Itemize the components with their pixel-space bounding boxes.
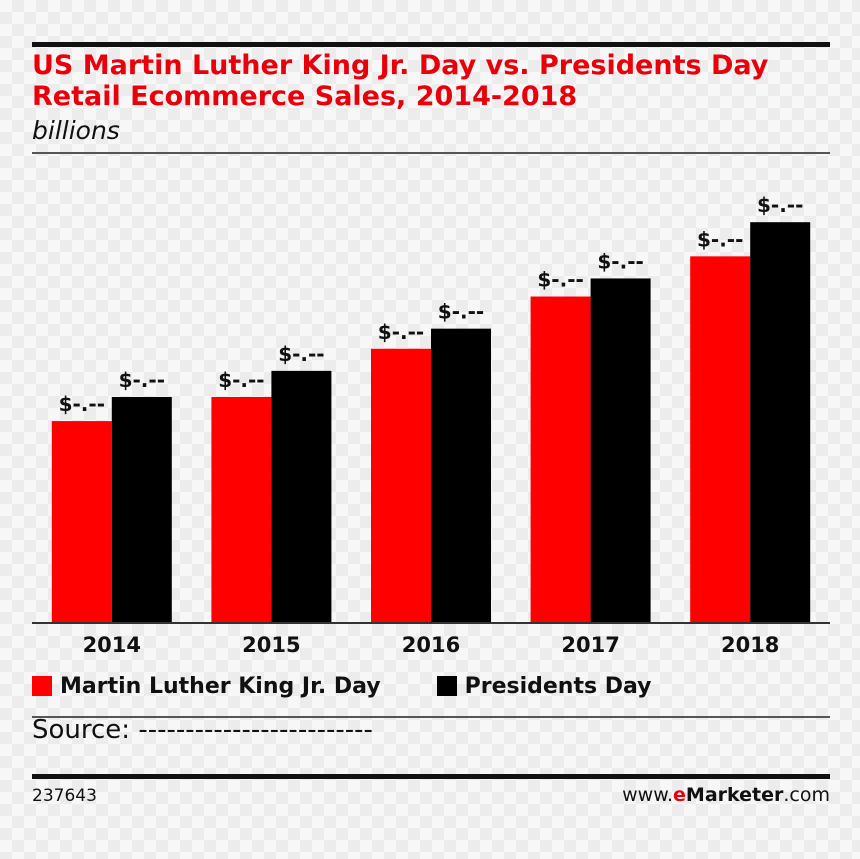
top-rule — [32, 42, 830, 47]
bar-presidents-2016 — [431, 328, 491, 622]
bar-mlk-2014 — [51, 421, 112, 622]
data-label-presidents-2018: $-.-- — [757, 193, 803, 217]
brand-e: e — [673, 784, 686, 806]
legend-item-mlk: Martin Luther King Jr. Day — [32, 674, 381, 699]
data-label-mlk-2018: $-.-- — [697, 227, 743, 251]
source-text: Source: ------------------------- — [32, 715, 373, 745]
brand-link[interactable]: www.eMarketer.com — [622, 784, 830, 806]
legend-label-presidents: Presidents Day — [464, 673, 652, 699]
x-tick-label-2018: 2018 — [721, 633, 779, 657]
data-label-presidents-2017: $-.-- — [597, 249, 643, 273]
data-label-mlk-2014: $-.-- — [59, 392, 105, 416]
brand-name: Marketer — [685, 784, 784, 806]
legend-label-mlk: Martin Luther King Jr. Day — [60, 673, 381, 699]
data-label-presidents-2016: $-.-- — [438, 300, 484, 324]
bar-presidents-2015 — [271, 370, 332, 622]
subtitle-rule — [32, 152, 830, 154]
footer-rule — [32, 774, 830, 779]
brand-suffix: .com — [783, 784, 830, 806]
x-tick-label-2016: 2016 — [402, 633, 460, 657]
data-label-mlk-2016: $-.-- — [378, 320, 424, 344]
legend-swatch-mlk — [32, 676, 52, 696]
legend: Martin Luther King Jr. Day Presidents Da… — [32, 670, 708, 702]
bar-presidents-2018 — [750, 222, 811, 622]
bar-mlk-2015 — [211, 396, 272, 622]
title-line-1: US Martin Luther King Jr. Day vs. Presid… — [32, 50, 769, 81]
chart-subtitle: billions — [32, 116, 120, 145]
data-label-presidents-2014: $-.-- — [119, 368, 165, 392]
legend-rule — [32, 716, 830, 718]
title-line-2: Retail Ecommerce Sales, 2014-2018 — [32, 81, 578, 112]
bar-mlk-2016 — [371, 348, 431, 622]
chart-title: US Martin Luther King Jr. Day vs. Presid… — [32, 50, 832, 112]
bar-mlk-2018 — [690, 256, 751, 622]
legend-swatch-presidents — [436, 676, 457, 696]
chart-id: 237643 — [32, 786, 97, 806]
brand-prefix: www. — [622, 784, 674, 806]
bar-chart: $-.-- $-.-- 2014 $-.-- $-.-- 2015 $-.-- $-.-- 20… — [32, 193, 830, 657]
x-tick-label-2015: 2015 — [242, 633, 300, 657]
data-label-mlk-2015: $-.-- — [218, 368, 264, 392]
data-label-presidents-2015: $-.-- — [278, 342, 324, 366]
bar-presidents-2014 — [111, 396, 172, 622]
x-tick-label-2017: 2017 — [561, 633, 619, 657]
data-label-mlk-2017: $-.-- — [537, 268, 583, 292]
x-tick-label-2014: 2014 — [83, 633, 141, 657]
bar-mlk-2017 — [530, 296, 591, 622]
bar-presidents-2017 — [590, 278, 651, 622]
legend-item-presidents: Presidents Day — [436, 673, 652, 699]
